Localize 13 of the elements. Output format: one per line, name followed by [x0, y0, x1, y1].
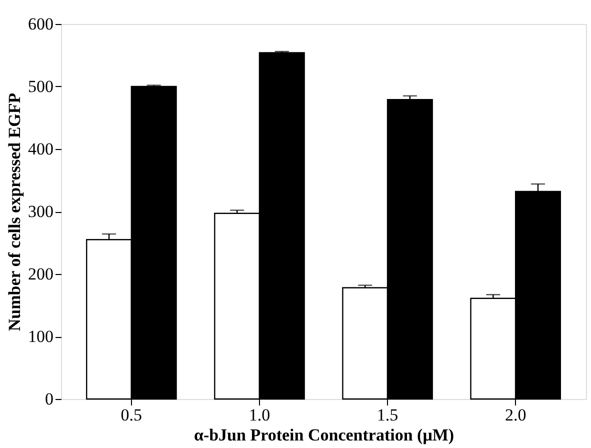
y-tick-label: 0	[45, 390, 54, 408]
y-axis-title: Number of cells expressed EGFP	[5, 92, 24, 332]
y-tick-label: 200	[28, 264, 54, 284]
y-tick-label: 400	[28, 140, 54, 158]
y-tick-label: 600	[28, 14, 54, 34]
x-tick-label: 1.0	[248, 406, 270, 424]
x-tick-label: 0.5	[120, 406, 142, 424]
y-tick-label: 500	[28, 77, 54, 96]
x-tick-label: 1.5	[376, 406, 398, 424]
x-tick-label: 2.0	[504, 406, 526, 424]
x-axis-title: α-bJun Protein Concentration (μM)	[194, 426, 454, 444]
y-tick-label: 100	[28, 327, 54, 346]
y-tick-label: 300	[28, 202, 54, 221]
